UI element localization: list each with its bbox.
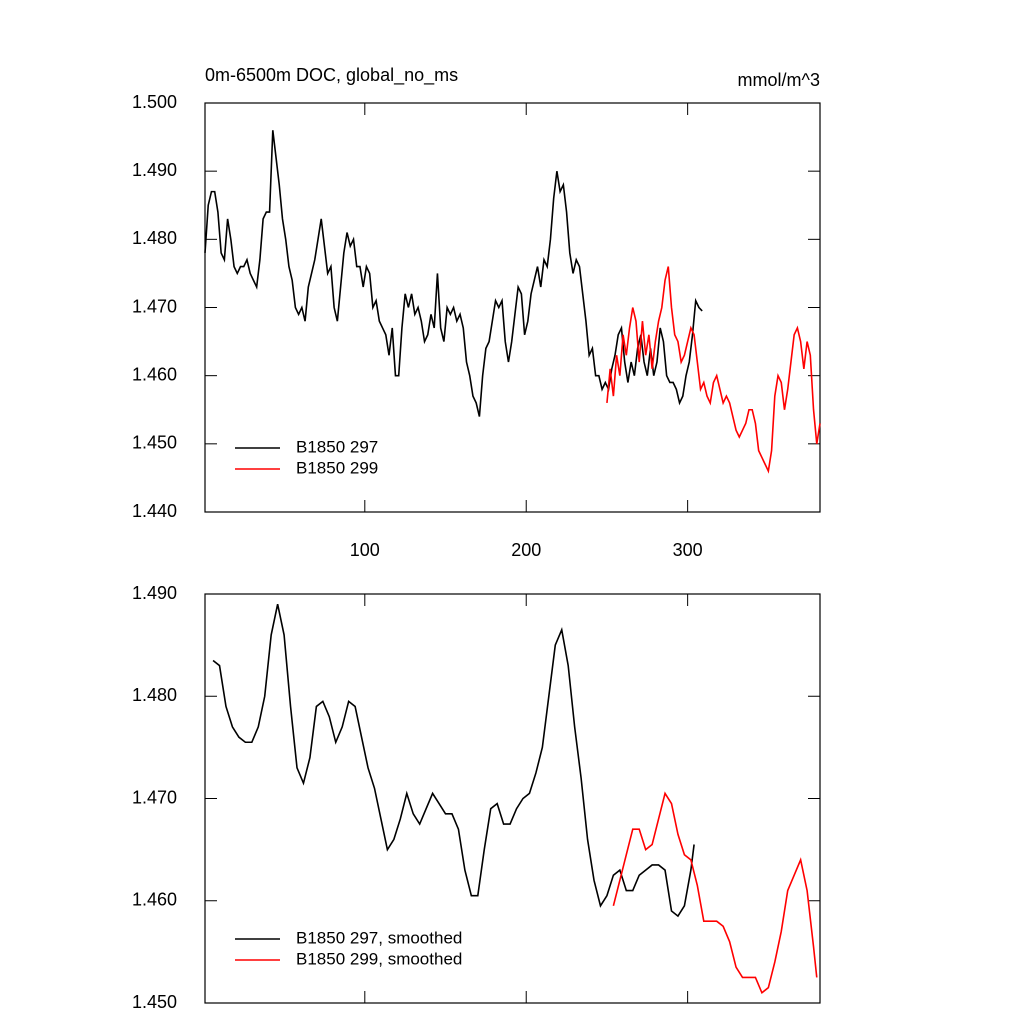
legend-label: B1850 297 — [296, 437, 378, 456]
units-label: mmol/m^3 — [738, 70, 820, 90]
plot-frame — [204, 102, 821, 513]
x-tick-label: 200 — [511, 540, 541, 560]
y-tick-label: 1.460 — [132, 890, 177, 910]
series-line — [212, 604, 695, 918]
y-tick-label: 1.440 — [132, 501, 177, 521]
chart-title: 0m-6500m DOC, global_no_ms — [205, 65, 458, 86]
x-tick-label: 100 — [350, 540, 380, 560]
x-tick-label: 300 — [673, 540, 703, 560]
y-tick-label: 1.490 — [132, 583, 177, 603]
series-line — [606, 266, 821, 474]
legend-label: B1850 297, smoothed — [296, 928, 462, 947]
y-tick-label: 1.460 — [132, 364, 177, 384]
y-tick-label: 1.490 — [132, 160, 177, 180]
legend-label: B1850 299 — [296, 458, 378, 477]
y-tick-label: 1.480 — [132, 228, 177, 248]
y-tick-label: 1.470 — [132, 296, 177, 316]
y-tick-label: 1.480 — [132, 685, 177, 705]
y-tick-label: 1.500 — [132, 92, 177, 112]
y-tick-label: 1.450 — [132, 433, 177, 453]
legend-label: B1850 299, smoothed — [296, 949, 462, 968]
y-tick-label: 1.470 — [132, 787, 177, 807]
series-line — [612, 791, 818, 995]
plot-frame — [204, 593, 821, 1004]
y-tick-label: 1.450 — [132, 992, 177, 1012]
series-line — [204, 130, 703, 417]
